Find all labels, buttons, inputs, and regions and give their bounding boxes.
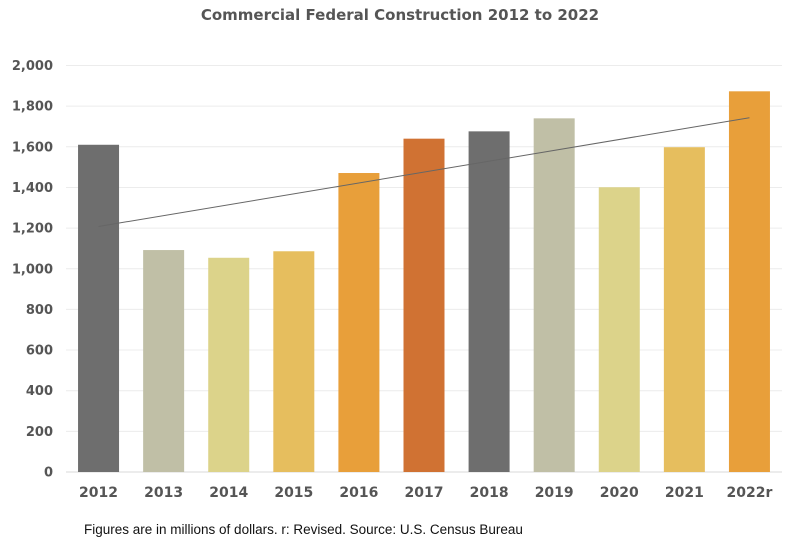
bar-2022r <box>728 91 770 473</box>
x-tick-label: 2016 <box>339 485 378 501</box>
x-tick-label: 2012 <box>79 485 118 501</box>
x-tick-label: 2019 <box>535 485 574 501</box>
bar-2019 <box>533 118 575 472</box>
bar-2013 <box>143 250 185 472</box>
bar-2021 <box>663 147 705 473</box>
x-tick-label: 2018 <box>470 485 509 501</box>
x-tick-label: 2014 <box>209 485 248 501</box>
x-tick-label: 2020 <box>600 485 639 501</box>
x-tick-label: 2013 <box>144 485 183 501</box>
bar-2020 <box>598 187 640 472</box>
y-tick-label: 1,400 <box>12 181 53 196</box>
bar-2015 <box>273 251 315 472</box>
bar-2012 <box>78 144 120 472</box>
y-tick-label: 200 <box>26 425 53 440</box>
y-tick-label: 1,600 <box>12 140 53 155</box>
bar-2014 <box>208 257 250 472</box>
y-tick-label: 1,000 <box>12 262 53 277</box>
x-tick-label: 2022r <box>727 485 773 501</box>
y-tick-label: 1,800 <box>12 100 53 115</box>
chart-footnote: Figures are in millions of dollars. r: R… <box>84 522 523 537</box>
y-tick-label: 400 <box>26 384 53 399</box>
y-tick-label: 0 <box>44 466 53 481</box>
bar-2017 <box>403 138 445 473</box>
bar-2016 <box>338 173 380 472</box>
y-tick-label: 1,200 <box>12 222 53 237</box>
x-tick-label: 2021 <box>665 485 704 501</box>
x-tick-label: 2017 <box>405 485 444 501</box>
trendline-layer <box>98 117 750 227</box>
y-axis-ticks: 0 200 400 600 800 1,000 1,200 1,400 1,600 1,800 2,… <box>12 59 53 481</box>
x-tick-label: 2015 <box>274 485 313 501</box>
bars <box>78 91 770 473</box>
y-tick-label: 800 <box>26 303 53 318</box>
y-tick-label: 600 <box>26 344 53 359</box>
chart-title: Commercial Federal Construction 2012 to … <box>200 6 600 24</box>
bar-2018 <box>468 131 510 472</box>
trendline <box>98 117 750 227</box>
y-tick-label: 2,000 <box>12 59 53 74</box>
x-axis-ticks: 2012 2013 2014 2015 2016 2017 2018 2019 2020 2021… <box>79 485 772 501</box>
